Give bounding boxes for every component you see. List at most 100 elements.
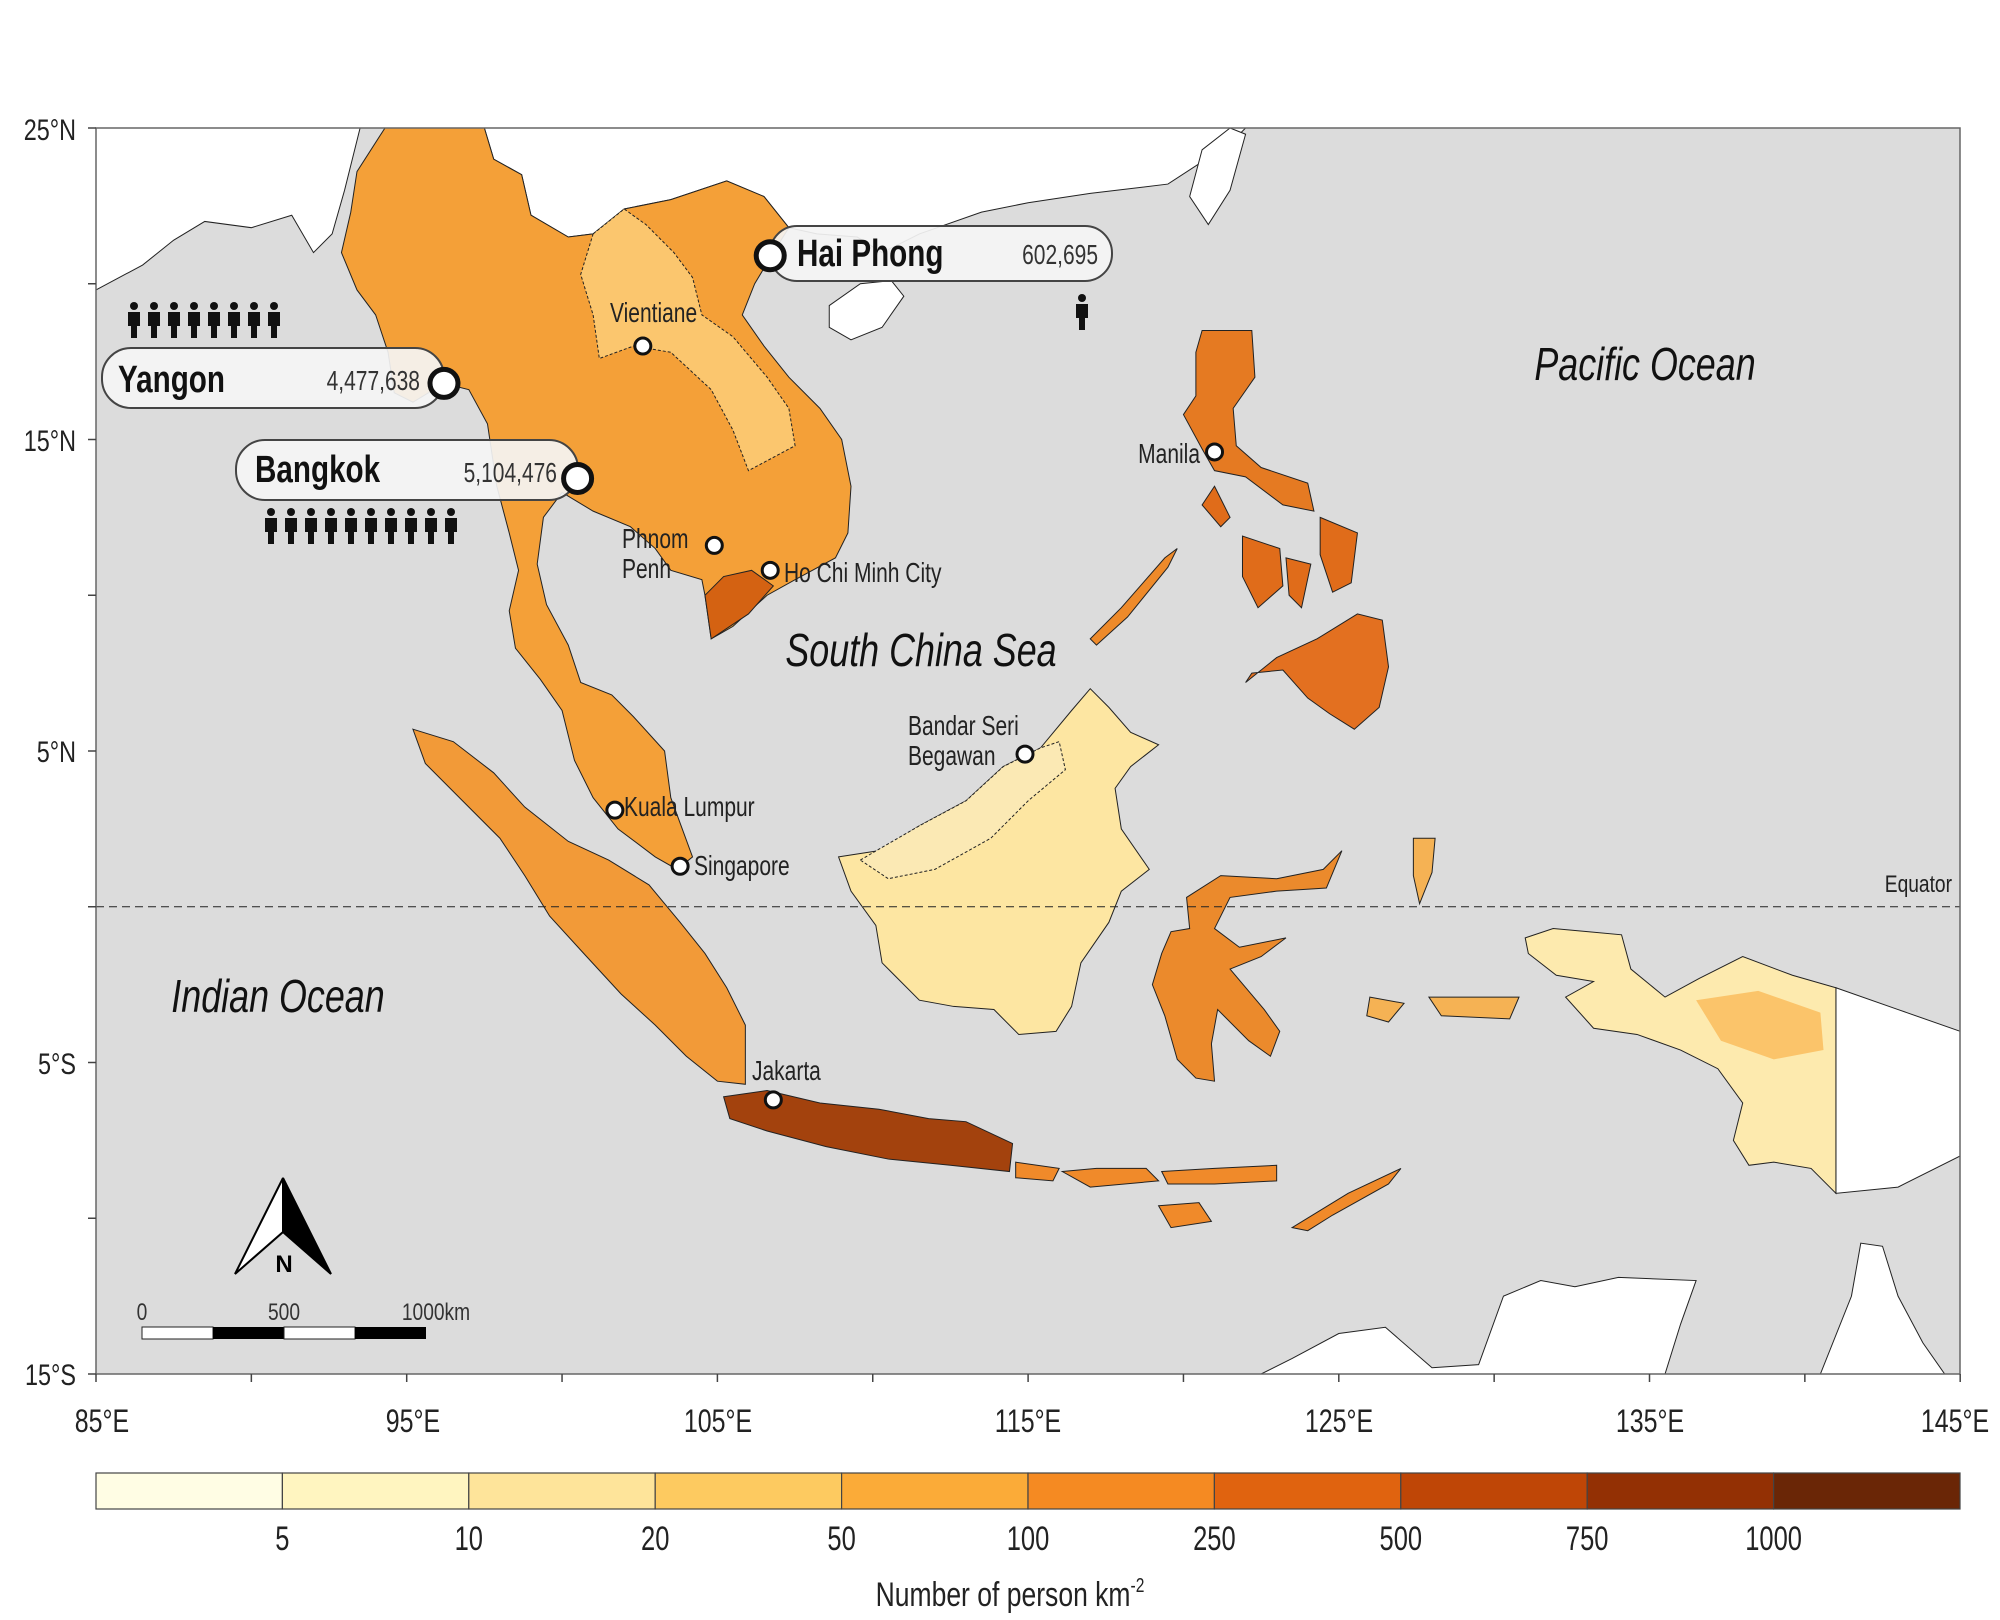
- city-marker-icon: [763, 1090, 783, 1110]
- person-icon: [268, 302, 280, 338]
- philippines-visayas: [1202, 486, 1357, 607]
- legend-swatch: [95, 1472, 283, 1510]
- city-marker-icon: [670, 856, 690, 876]
- x-tick-label: 145°E: [1921, 1404, 1989, 1440]
- axis-ticks: [88, 127, 1961, 1382]
- person-icon: [248, 302, 260, 338]
- legend-break-label: 50: [827, 1521, 855, 1558]
- y-tick-label: 5°S: [38, 1047, 76, 1080]
- java-island: [724, 1091, 1013, 1172]
- callout-population: 4,477,638: [327, 366, 420, 397]
- x-tick-label: 95°E: [386, 1404, 440, 1440]
- legend-title: Number of person km-2: [876, 1574, 1145, 1614]
- person-icon: [305, 508, 317, 544]
- legend-title-superscript: -2: [1131, 1574, 1145, 1596]
- indian-ocean-label: Indian Ocean: [171, 971, 384, 1022]
- person-icon: [345, 508, 357, 544]
- city-bangkok: [561, 461, 595, 495]
- city-yangon: [427, 366, 461, 400]
- north-arrow-label: N: [275, 1251, 292, 1278]
- taiwan-island: [1190, 128, 1246, 225]
- city-hai-phong: [753, 239, 787, 273]
- x-tick-label: 115°E: [995, 1404, 1061, 1440]
- south-china-sea-label: South China Sea: [785, 625, 1056, 676]
- population-people-icons: [128, 294, 1088, 544]
- legend-swatch: [840, 1472, 1029, 1510]
- city-marker-icon: [427, 366, 461, 400]
- legend-break-label: 5: [275, 1521, 289, 1558]
- person-icon: [128, 302, 140, 338]
- person-icon: [445, 508, 457, 544]
- legend-break-label: 1000: [1745, 1521, 1802, 1558]
- legend-break-label: 500: [1380, 1521, 1423, 1558]
- callout-city: Hai Phong: [797, 233, 943, 275]
- city-label: Phnom: [622, 524, 689, 555]
- y-tick-label: 15°N: [24, 424, 76, 457]
- callout-city: Yangon: [118, 359, 225, 401]
- callout-yangon: Yangon 4,477,638: [101, 347, 445, 409]
- person-icon: [208, 302, 220, 338]
- callout-bangkok: Bangkok 5,104,476: [235, 439, 579, 501]
- y-tick-label: 25°N: [24, 113, 76, 146]
- city-marker-icon: [760, 560, 780, 580]
- city-marker-icon: [605, 800, 625, 820]
- hainan-island: [829, 281, 904, 340]
- city-label: Ho Chi Minh City: [784, 558, 942, 589]
- city-marker-icon: [1205, 442, 1225, 462]
- legend-swatch: [654, 1472, 843, 1510]
- mekong-delta: [705, 570, 773, 639]
- city-ho-chi-minh-city: Ho Chi Minh City: [760, 558, 942, 589]
- legend-swatch: [281, 1472, 470, 1510]
- city-marker-icon: [633, 336, 653, 356]
- person-icon: [1076, 294, 1088, 330]
- color-legend: 5 10 20 50 100 250 500 750 1000: [95, 1472, 1961, 1558]
- city-manila: Manila: [1138, 439, 1225, 470]
- axis-labels: 25°N 15°N 5°N 5°S 15°S 85°E 95°E 105°E 1…: [24, 113, 1989, 1440]
- city-label: Kuala Lumpur: [624, 792, 755, 823]
- legend-swatch: [1772, 1472, 1961, 1510]
- city-label: Manila: [1138, 439, 1200, 470]
- city-label: Begawan: [908, 741, 996, 772]
- new-guinea-highlands: [1696, 990, 1824, 1060]
- australia-land: [1261, 1243, 1945, 1374]
- scale-label-0: 0: [137, 1298, 148, 1326]
- legend-swatch: [1586, 1472, 1775, 1510]
- legend-break-label: 20: [641, 1521, 669, 1558]
- city-jakarta: Jakarta: [752, 1056, 821, 1110]
- person-icon: [405, 508, 417, 544]
- person-icon: [425, 508, 437, 544]
- x-tick-label: 125°E: [1305, 1404, 1373, 1440]
- callout-city: Bangkok: [255, 449, 380, 491]
- sarawak-region: [860, 742, 1065, 879]
- north-arrow-icon: N: [234, 1177, 332, 1278]
- legend-break-label: 250: [1193, 1521, 1236, 1558]
- philippines-mindanao: [1246, 614, 1389, 729]
- person-icon: [168, 302, 180, 338]
- person-icon: [325, 508, 337, 544]
- y-tick-label: 5°N: [37, 735, 76, 768]
- city-singapore: Singapore: [670, 851, 790, 882]
- callout-hai-phong: Hai Phong 602,695: [769, 225, 1113, 282]
- person-icon: [285, 508, 297, 544]
- lesser-sunda-islands: [1016, 1162, 1401, 1231]
- equator-label: Equator: [1885, 870, 1952, 898]
- person-icon: [265, 508, 277, 544]
- scale-bar: 0 500 1000km: [137, 1298, 470, 1340]
- palawan-island: [1090, 549, 1177, 646]
- person-icon: [148, 302, 160, 338]
- x-tick-label: 135°E: [1616, 1404, 1684, 1440]
- india-bangladesh-land: [96, 128, 360, 290]
- city-label: Singapore: [694, 851, 790, 882]
- person-icon: [228, 302, 240, 338]
- callout-population: 602,695: [1022, 240, 1098, 271]
- person-icon: [188, 302, 200, 338]
- callout-population: 5,104,476: [464, 458, 557, 489]
- city-kuala-lumpur: Kuala Lumpur: [605, 792, 755, 823]
- y-tick-label: 15°S: [25, 1358, 76, 1391]
- legend-swatch: [1400, 1472, 1588, 1510]
- pacific-ocean-label: Pacific Ocean: [1534, 339, 1755, 390]
